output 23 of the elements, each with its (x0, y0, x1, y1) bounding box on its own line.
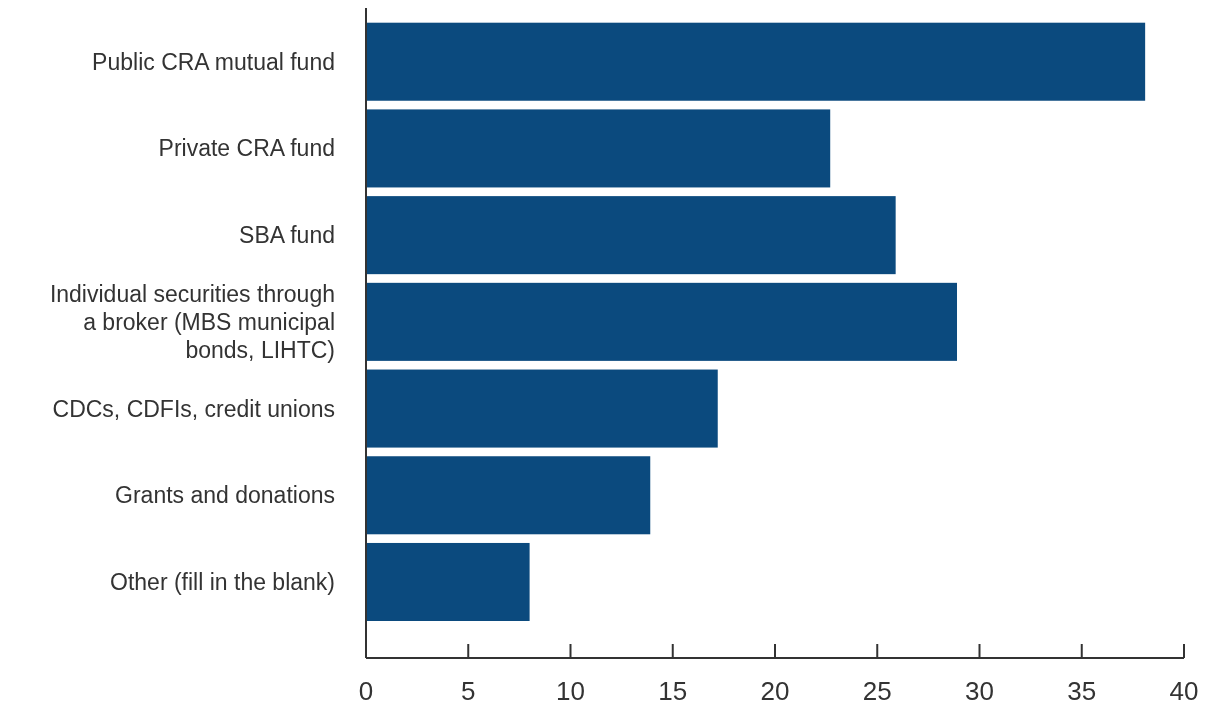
y-tick-label: CDCs, CDFIs, credit unions (52, 395, 335, 422)
bar (366, 22, 1146, 101)
x-tick-label: 0 (358, 676, 374, 706)
bar (366, 456, 651, 535)
y-tick-label: Grants and donations (115, 482, 335, 509)
y-tick-label: SBA fund (239, 222, 335, 249)
y-tick-label: Individual securities through a broker (MBS municipal bonds, LIHTC) (49, 280, 335, 363)
x-tick-label: 5 (461, 676, 476, 706)
x-tick-label: 10 (556, 676, 585, 706)
x-tick-label: 40 (1169, 676, 1199, 706)
x-tick-label: 30 (965, 676, 994, 706)
x-tick-label: 20 (760, 676, 790, 706)
bar (366, 196, 896, 275)
x-tick-label: 35 (1067, 676, 1097, 706)
x-tick-label: 25 (862, 676, 892, 706)
y-tick-label: Public CRA mutual fund (92, 48, 335, 75)
y-tick-label: Private CRA fund (158, 135, 335, 162)
bar (366, 282, 958, 361)
x-tick-label: 15 (658, 676, 688, 706)
bar (366, 542, 530, 621)
y-tick-label: Other (fill in the blank) (110, 568, 335, 595)
bar (366, 369, 718, 448)
bar (366, 109, 831, 188)
